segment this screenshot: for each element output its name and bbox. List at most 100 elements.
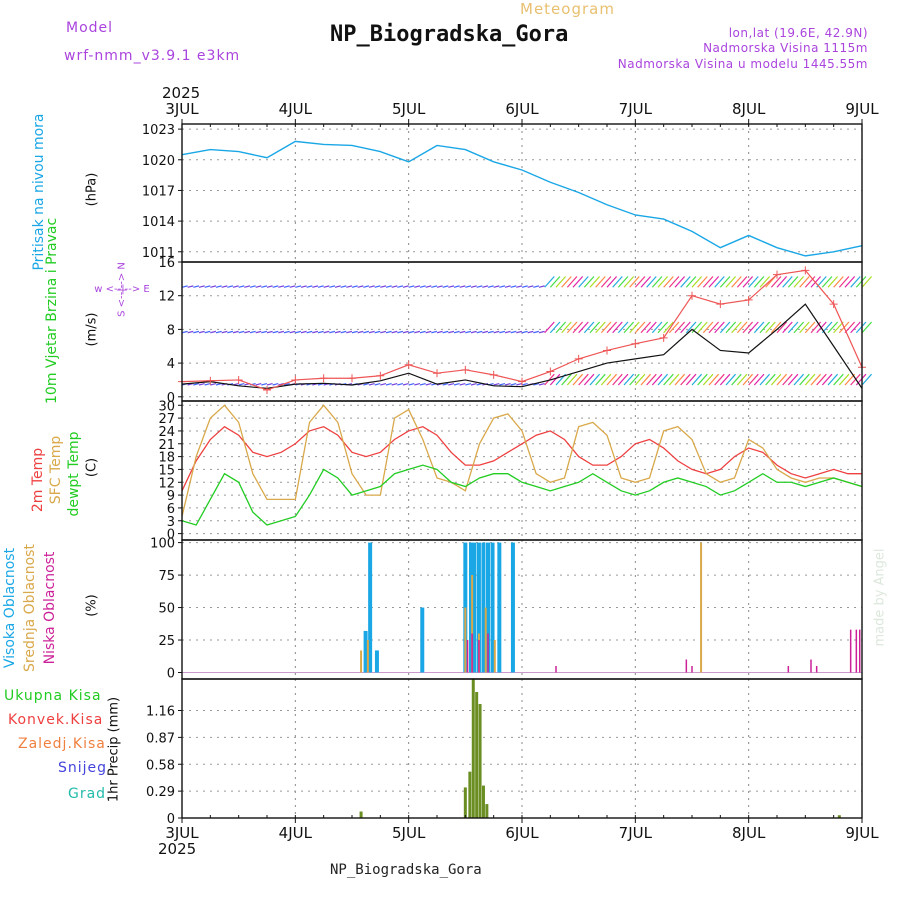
wind-barb xyxy=(821,373,833,386)
wind-barb xyxy=(623,321,635,334)
wind-barb xyxy=(759,373,771,386)
y-tick-label: 0 xyxy=(167,812,175,827)
wind-barb xyxy=(629,373,640,386)
y-tick-label: 1011 xyxy=(142,246,175,261)
year-top: 2025 xyxy=(162,84,201,102)
wind-barb xyxy=(255,285,262,288)
wind-barb xyxy=(261,285,268,288)
wind-barb xyxy=(538,383,545,386)
wind-barb xyxy=(397,330,404,334)
x-label-top: 6JUL xyxy=(505,100,539,118)
wind-barb xyxy=(402,330,409,334)
wind-barb xyxy=(787,373,799,386)
x-label-bottom: 4JUL xyxy=(279,824,313,842)
wind-barb xyxy=(521,383,528,386)
wind-barb xyxy=(504,330,511,334)
wind-barb xyxy=(595,321,606,334)
model-label: Model xyxy=(66,20,114,36)
cloud-high-bar xyxy=(481,542,486,673)
wind-barb xyxy=(544,276,555,288)
cloud-low-bar xyxy=(787,666,790,673)
wind-gust-marker xyxy=(801,266,810,275)
wind-barb xyxy=(753,276,765,288)
wind-barb xyxy=(397,285,404,288)
wind-barb xyxy=(799,373,810,386)
cloud-mid-bar xyxy=(366,640,369,673)
wind-gust-marker xyxy=(348,374,356,383)
wind-barb xyxy=(838,373,850,386)
wind-gust-marker xyxy=(234,375,243,384)
wind-barb xyxy=(351,330,358,334)
wind-barb xyxy=(312,285,319,288)
wind-barb xyxy=(323,285,330,288)
wind-barb xyxy=(499,383,506,386)
y-tick-label: 24 xyxy=(158,425,175,440)
wind-barb xyxy=(787,276,799,288)
wind-barb xyxy=(663,373,674,386)
wind-barb xyxy=(238,330,245,334)
wind-barb xyxy=(283,330,290,334)
wind-barb xyxy=(431,330,438,334)
wind-barb xyxy=(776,321,788,334)
wind-barb xyxy=(487,330,494,334)
cloud-mid-bar xyxy=(464,607,467,673)
wind-barb xyxy=(770,276,782,288)
wind-barb xyxy=(646,321,657,334)
precip-bar xyxy=(478,704,482,818)
wind-barb xyxy=(685,276,697,288)
wind-barb xyxy=(697,373,708,386)
wind-barb xyxy=(810,373,822,386)
wind-barb xyxy=(725,373,737,386)
y-tick-label: 25 xyxy=(158,634,175,649)
wind-barb xyxy=(782,373,793,386)
cloud-low-bar xyxy=(855,629,858,673)
wind-barb xyxy=(555,276,567,288)
y-tick-label: 0 xyxy=(167,528,175,543)
footer-station: NP_Biogradska_Gora xyxy=(330,862,482,878)
y-tick-label: 16 xyxy=(158,256,175,271)
wind-barb xyxy=(283,383,290,386)
wind-barb xyxy=(685,321,697,334)
wind-barb xyxy=(357,330,364,334)
wind-barb xyxy=(295,330,302,334)
wind-barb xyxy=(221,285,228,288)
wind-barb xyxy=(351,285,358,288)
wind-barb xyxy=(453,383,460,386)
wind-barb xyxy=(697,276,708,288)
wind-barb xyxy=(272,330,279,334)
wind-barb xyxy=(300,285,307,288)
wind-barb xyxy=(210,383,217,386)
cloud-mid-bar xyxy=(493,640,496,673)
wind-barb xyxy=(504,383,511,386)
wind-barb xyxy=(453,330,460,334)
wind-barb xyxy=(799,321,810,334)
x-label-bottom: 3JUL xyxy=(165,824,199,842)
wind-barb xyxy=(391,330,398,334)
wind-barb xyxy=(334,330,341,334)
cloud-low-bar xyxy=(685,659,688,673)
wind-barb xyxy=(312,330,319,334)
wind-barb xyxy=(753,373,765,386)
wind-barb xyxy=(827,276,839,288)
wind-barb xyxy=(702,373,714,386)
wind-gust-marker xyxy=(546,367,555,376)
wind-barb xyxy=(408,330,415,334)
wind-barb xyxy=(215,285,222,288)
wind-barb xyxy=(227,330,234,334)
wind-barb xyxy=(544,321,555,334)
wind-barb xyxy=(459,330,466,334)
wind-barb xyxy=(380,285,387,288)
wind-barb xyxy=(572,276,584,288)
wind-barb xyxy=(583,373,595,386)
wind-barb xyxy=(742,276,754,288)
cloud-mid-bar xyxy=(484,607,487,673)
wind-barb xyxy=(685,373,697,386)
wind-barb xyxy=(261,383,268,386)
wind-barb xyxy=(210,285,217,288)
y-tick-label: 15 xyxy=(158,463,175,478)
cloud-low-bar xyxy=(471,633,473,673)
wind-barb xyxy=(799,276,810,288)
wind-barb xyxy=(317,330,324,334)
cloud-high-bar xyxy=(368,542,373,673)
wind-barb xyxy=(476,285,483,288)
